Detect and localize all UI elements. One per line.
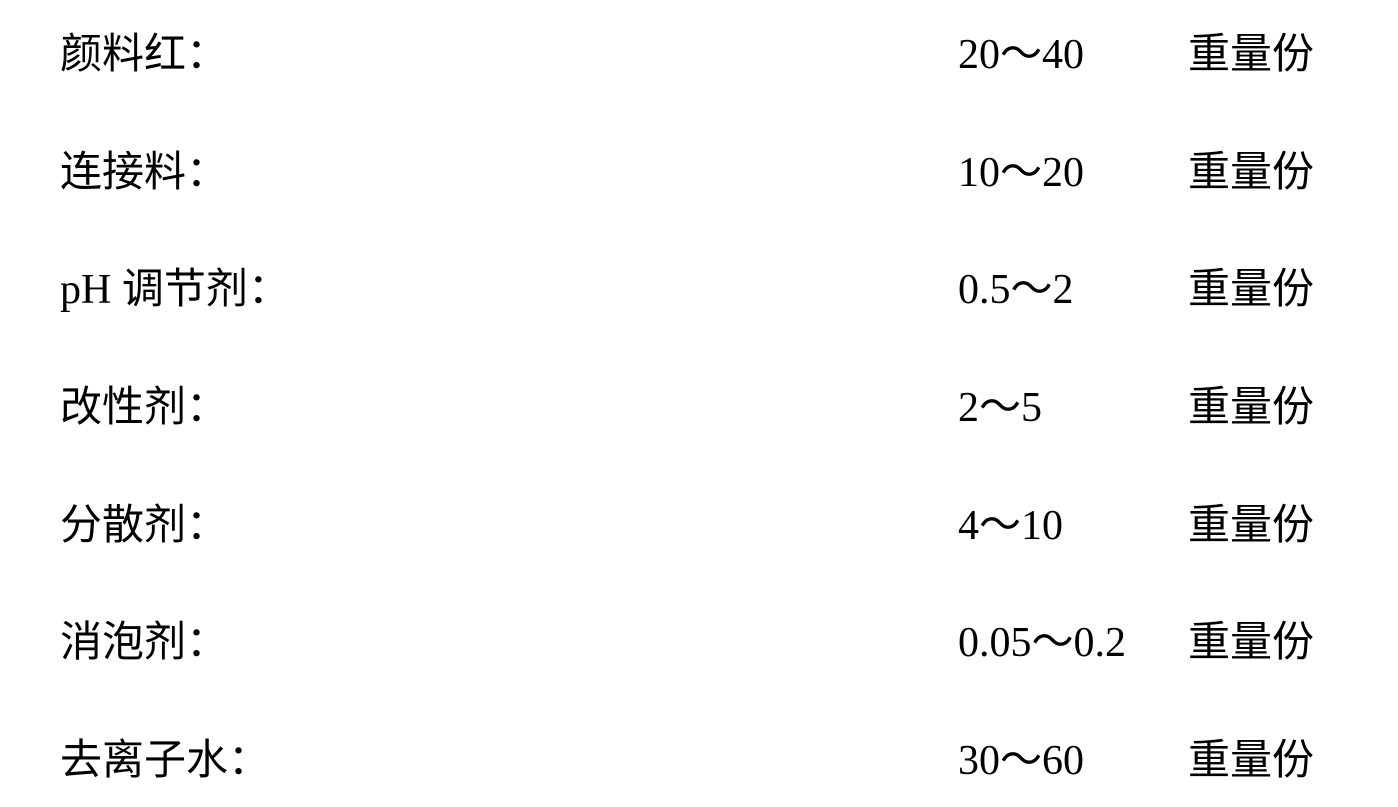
table-row: 分散剂： 4～10 重量份 (60, 491, 1338, 552)
ingredient-label: pH 调节剂： (60, 255, 310, 316)
ingredient-value: 20～40 (958, 20, 1188, 81)
ingredient-unit: 重量份 (1188, 138, 1338, 199)
ingredient-value: 4～10 (958, 491, 1188, 552)
ingredient-value: 10～20 (958, 138, 1188, 199)
table-row: pH 调节剂： 0.5～2 重量份 (60, 255, 1338, 316)
table-row: 颜料红： 20～40 重量份 (60, 20, 1338, 81)
ingredient-value: 0.5～2 (958, 255, 1188, 316)
ingredient-label: 改性剂： (60, 373, 310, 434)
ingredient-value: 30～60 (958, 726, 1188, 787)
ingredient-list: 颜料红： 20～40 重量份 连接料： 10～20 重量份 pH 调节剂： 0.… (60, 20, 1338, 787)
ingredient-unit: 重量份 (1188, 726, 1338, 787)
ingredient-label: 消泡剂： (60, 608, 310, 669)
ingredient-value: 0.05～0.2 (958, 608, 1188, 669)
ingredient-unit: 重量份 (1188, 491, 1338, 552)
table-row: 去离子水： 30～60 重量份 (60, 726, 1338, 787)
ingredient-unit: 重量份 (1188, 20, 1338, 81)
ingredient-label: 分散剂： (60, 491, 310, 552)
table-row: 改性剂： 2～5 重量份 (60, 373, 1338, 434)
ingredient-label: 颜料红： (60, 20, 310, 81)
table-row: 连接料： 10～20 重量份 (60, 138, 1338, 199)
ingredient-label: 连接料： (60, 138, 310, 199)
ingredient-unit: 重量份 (1188, 373, 1338, 434)
ingredient-value: 2～5 (958, 373, 1188, 434)
ingredient-unit: 重量份 (1188, 608, 1338, 669)
table-row: 消泡剂： 0.05～0.2 重量份 (60, 608, 1338, 669)
ingredient-label: 去离子水： (60, 726, 310, 787)
ingredient-unit: 重量份 (1188, 255, 1338, 316)
